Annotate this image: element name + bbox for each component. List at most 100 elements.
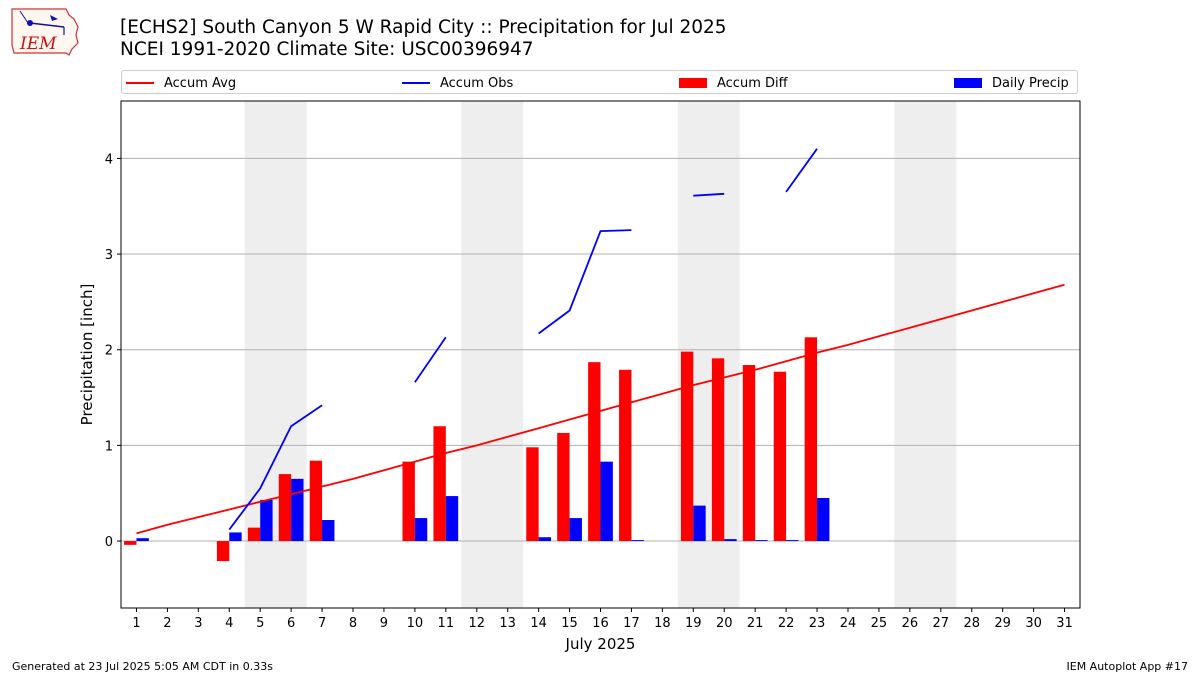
x-tick-label-26: 26 xyxy=(902,616,919,631)
x-tick-label-27: 27 xyxy=(933,616,950,631)
x-tick-label-4: 4 xyxy=(225,616,233,631)
x-tick-label-24: 24 xyxy=(840,616,857,631)
x-tick-label-23: 23 xyxy=(809,616,826,631)
legend-item-accum-diff: Accum Diff xyxy=(679,73,788,93)
x-tick-label-7: 7 xyxy=(318,616,326,631)
chart-legend: Accum Avg Accum Obs Accum Diff Daily Pre… xyxy=(121,70,1078,94)
accum-obs-line-segment-2 xyxy=(414,336,447,383)
accum-diff-bar-20 xyxy=(711,358,725,542)
legend-item-accum-obs: Accum Obs xyxy=(402,73,513,93)
x-tick-label-21: 21 xyxy=(747,616,764,631)
daily-precip-bar-21 xyxy=(755,540,768,542)
x-tick-label-25: 25 xyxy=(871,616,888,631)
daily-precip-bar-14 xyxy=(538,537,552,542)
accum-diff-bar-22 xyxy=(773,371,787,542)
x-axis-label: July 2025 xyxy=(565,635,636,653)
x-tick-label-20: 20 xyxy=(716,616,733,631)
daily-precip-bar-16 xyxy=(600,461,613,542)
accum-diff-bar-17 xyxy=(619,369,632,542)
legend-item-daily-precip: Daily Precip xyxy=(954,73,1069,93)
daily-precip-bar-5 xyxy=(260,499,273,542)
x-tick-label-12: 12 xyxy=(468,616,485,631)
x-tick-label-31: 31 xyxy=(1056,616,1073,631)
daily-precip-bar-23 xyxy=(817,497,830,542)
iem-logo: IEM xyxy=(11,8,79,56)
accum-obs-line-segment-4 xyxy=(693,192,725,197)
x-tick-label-2: 2 xyxy=(163,616,171,631)
daily-precip-bar-22 xyxy=(786,540,799,542)
chart-title: [ECHS2] South Canyon 5 W Rapid City :: P… xyxy=(120,17,727,38)
y-tick-label-4: 4 xyxy=(105,152,113,167)
daily-precip-bar-11 xyxy=(445,496,459,542)
x-tick-label-6: 6 xyxy=(287,616,295,631)
logo-text: IEM xyxy=(19,34,57,54)
daily-precip-bar-19 xyxy=(693,505,706,542)
accum-diff-bar-15 xyxy=(557,432,570,542)
accum-diff-bar-23 xyxy=(804,337,818,542)
weather-station-hub xyxy=(27,20,33,26)
accum-diff-bar-4 xyxy=(216,541,230,562)
accum-diff-bar-19 xyxy=(680,351,694,542)
x-tick-label-8: 8 xyxy=(349,616,357,631)
x-tick-label-30: 30 xyxy=(1025,616,1042,631)
legend-swatch-accum-obs xyxy=(402,82,430,84)
x-tick-label-14: 14 xyxy=(530,616,547,631)
x-tick-label-18: 18 xyxy=(654,616,671,631)
daily-precip-bar-17 xyxy=(631,540,644,542)
weekend-shade-26-27 xyxy=(894,101,957,608)
daily-precip-bar-7 xyxy=(322,519,335,542)
x-tick-label-15: 15 xyxy=(561,616,578,631)
daily-precip-bar-10 xyxy=(414,518,428,542)
generated-timestamp: Generated at 23 Jul 2025 5:05 AM CDT in … xyxy=(12,660,273,673)
accum-diff-bar-21 xyxy=(742,365,756,542)
daily-precip-bar-6 xyxy=(291,478,304,542)
daily-precip-bar-4 xyxy=(229,532,242,542)
x-tick-label-19: 19 xyxy=(685,616,702,631)
accum-obs-line-segment-3 xyxy=(538,229,632,335)
x-tick-label-9: 9 xyxy=(380,616,388,631)
x-tick-label-29: 29 xyxy=(994,616,1011,631)
accum-obs-line-segment-5 xyxy=(785,148,818,193)
daily-precip-bar-1 xyxy=(136,538,149,542)
legend-label-daily-precip: Daily Precip xyxy=(992,75,1069,91)
x-tick-label-13: 13 xyxy=(499,616,516,631)
accum-diff-bar-5 xyxy=(247,527,261,542)
x-tick-label-28: 28 xyxy=(963,616,980,631)
y-tick-label-1: 1 xyxy=(105,439,113,454)
legend-swatch-accum-avg xyxy=(126,82,154,84)
legend-label-accum-avg: Accum Avg xyxy=(164,75,237,91)
x-tick-label-10: 10 xyxy=(407,616,424,631)
weekend-shade-12-13 xyxy=(461,101,524,608)
x-tick-label-5: 5 xyxy=(256,616,264,631)
x-tick-label-1: 1 xyxy=(132,616,140,631)
x-tick-label-22: 22 xyxy=(778,616,795,631)
x-tick-label-17: 17 xyxy=(623,616,640,631)
wind-vane-icon xyxy=(50,15,58,21)
daily-precip-bar-15 xyxy=(569,518,582,542)
legend-label-accum-diff: Accum Diff xyxy=(717,75,788,91)
legend-item-accum-avg: Accum Avg xyxy=(126,73,236,93)
accum-diff-bar-7 xyxy=(309,460,323,542)
legend-label-accum-obs: Accum Obs xyxy=(440,75,514,91)
daily-precip-bar-20 xyxy=(724,539,737,542)
x-tick-label-3: 3 xyxy=(194,616,202,631)
app-credit: IEM Autoplot App #17 xyxy=(1066,660,1189,673)
accum-obs-line-segment-1 xyxy=(228,404,323,531)
x-tick-label-16: 16 xyxy=(592,616,609,631)
legend-swatch-accum-diff xyxy=(679,78,707,88)
accum-diff-bar-6 xyxy=(278,474,292,542)
accum-diff-bar-16 xyxy=(588,362,601,542)
y-axis-label: Precipitation [inch] xyxy=(78,284,96,426)
y-tick-label-2: 2 xyxy=(105,344,113,359)
y-tick-label-3: 3 xyxy=(105,248,113,263)
accum-diff-bar-1 xyxy=(124,541,137,545)
accum-avg-line-segment-1 xyxy=(136,283,1065,535)
accum-diff-bar-14 xyxy=(526,447,539,542)
chart-subtitle: NCEI 1991-2020 Climate Site: USC00396947 xyxy=(120,39,534,60)
x-tick-label-11: 11 xyxy=(438,616,455,631)
accum-diff-bar-11 xyxy=(433,426,446,542)
weather-station-mast xyxy=(29,22,65,28)
y-tick-label-0: 0 xyxy=(105,535,113,550)
legend-swatch-daily-precip xyxy=(954,78,982,88)
